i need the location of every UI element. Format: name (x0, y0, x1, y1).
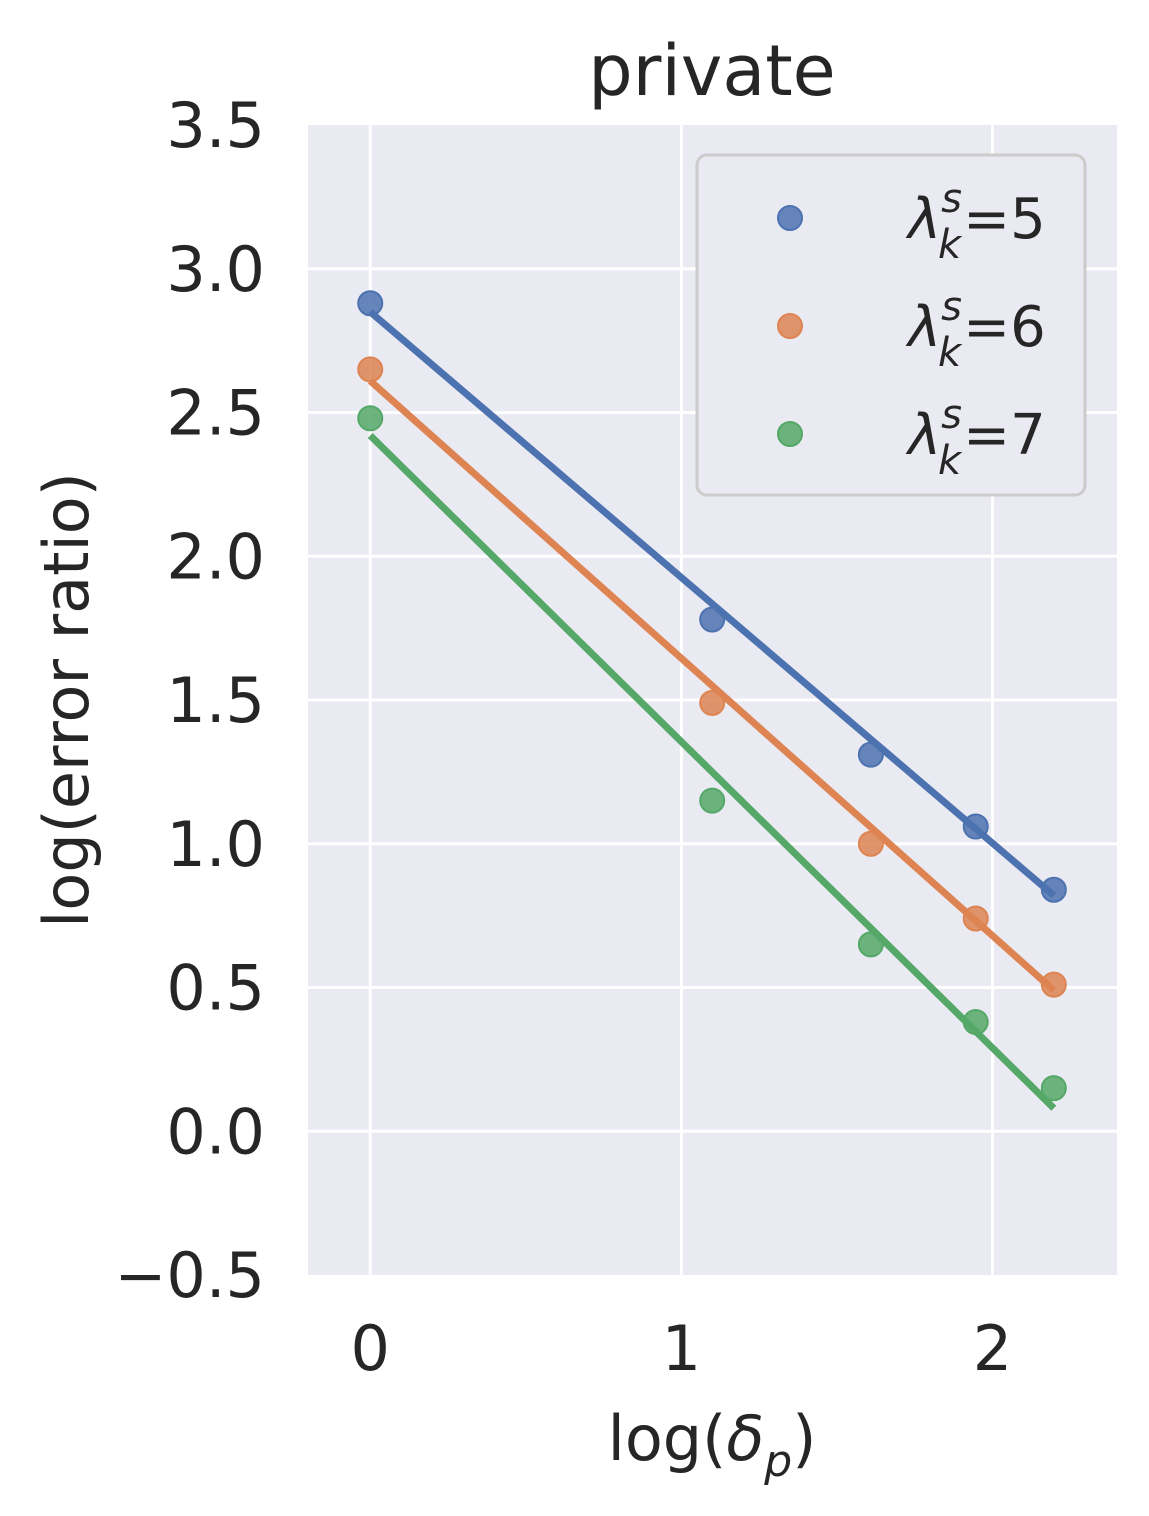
x-axis-label-subscript: p (763, 1436, 792, 1487)
y-axis-ticks: −0.5 0.0 0.5 1.0 1.5 2.0 2.5 3.0 3.5 (114, 89, 265, 1312)
legend: λs k=5 λs k=6 λs k=7 (695, 153, 1087, 497)
data-point-series-3 (1040, 1075, 1067, 1102)
data-point-series-2 (1040, 971, 1067, 998)
data-point-series-1 (962, 813, 989, 840)
y-tick-label: −0.5 (114, 1239, 265, 1312)
x-tick-label: 0 (351, 1312, 390, 1385)
data-point-series-1 (357, 290, 384, 317)
legend-box (695, 153, 1087, 497)
data-point-series-3 (357, 405, 384, 432)
data-point-series-3 (962, 1009, 989, 1035)
legend-marker (777, 421, 803, 447)
data-point-series-3 (857, 931, 884, 958)
chart-title: private (588, 30, 836, 112)
y-tick-label: 1.5 (166, 664, 265, 737)
legend-label: λs k=7 (905, 392, 1046, 484)
x-axis-label-prefix: log( (608, 1402, 727, 1475)
y-axis-label: log(error ratio) (30, 472, 103, 928)
x-axis-ticks: 0 1 2 (351, 1312, 1013, 1385)
data-point-series-2 (357, 356, 384, 383)
data-point-series-1 (699, 606, 726, 633)
fit-line-series-3 (367, 433, 1057, 1111)
legend-label: λs k=6 (905, 284, 1046, 376)
y-tick-label: 3.5 (166, 89, 265, 162)
data-point-series-2 (699, 689, 726, 716)
x-axis-label-symbol: δ (726, 1402, 764, 1475)
y-tick-label: 0.0 (166, 1095, 265, 1168)
x-axis-label-suffix: ) (792, 1402, 816, 1475)
data-point-series-1 (1040, 876, 1067, 903)
legend-label: λs k=5 (905, 176, 1046, 268)
fit-lines (367, 309, 1057, 1111)
data-point-series-2 (962, 905, 989, 932)
data-point-series-2 (857, 830, 884, 857)
y-tick-label: 2.5 (166, 377, 265, 450)
fit-line-series-2 (367, 378, 1057, 993)
data-point-series-3 (699, 787, 726, 814)
y-tick-label: 1.0 (166, 808, 265, 881)
y-tick-label: 0.5 (166, 952, 265, 1025)
data-point-series-1 (857, 741, 884, 768)
legend-marker (777, 205, 803, 231)
x-tick-label: 1 (662, 1312, 701, 1385)
data-points (357, 290, 1067, 1102)
y-tick-label: 2.0 (166, 520, 265, 593)
x-axis-label: log(δp) (608, 1402, 817, 1487)
fit-line-series-1 (367, 309, 1057, 899)
x-tick-label: 2 (973, 1312, 1012, 1385)
y-tick-label: 3.0 (166, 233, 265, 306)
legend-marker (777, 313, 803, 339)
